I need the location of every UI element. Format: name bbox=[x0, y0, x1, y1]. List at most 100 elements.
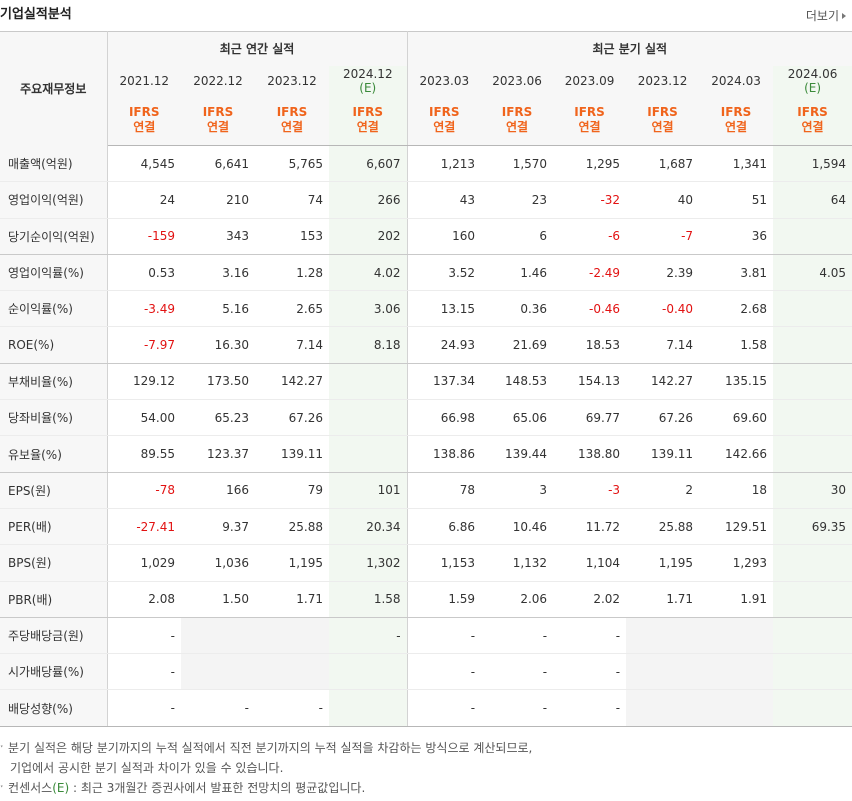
data-cell bbox=[773, 363, 852, 401]
data-cell: 139.11 bbox=[626, 435, 700, 473]
data-cell: 142.27 bbox=[255, 363, 329, 401]
data-cell bbox=[626, 617, 700, 655]
data-cell: 1.71 bbox=[255, 581, 329, 618]
data-cell: -6 bbox=[553, 218, 627, 255]
data-cell: 13.15 bbox=[407, 290, 482, 328]
data-cell: 25.88 bbox=[255, 508, 329, 546]
data-cell: 1.28 bbox=[255, 254, 329, 292]
data-cell: 79 bbox=[255, 472, 329, 509]
data-cell: -27.41 bbox=[107, 508, 181, 546]
more-link-label: 더보기 bbox=[805, 9, 839, 23]
data-cell bbox=[699, 689, 774, 727]
data-cell: 3.81 bbox=[699, 254, 774, 292]
data-cell: 1,213 bbox=[407, 145, 482, 183]
row-label: EPS(원) bbox=[0, 472, 108, 509]
data-cell bbox=[773, 326, 852, 364]
footnotes: ˑ 분기 실적은 해당 분기까지의 누적 실적에서 직전 분기까지의 누적 실적을… bbox=[0, 738, 532, 798]
data-cell: 4.05 bbox=[773, 254, 852, 292]
data-cell bbox=[773, 399, 852, 437]
data-cell: 1,594 bbox=[773, 145, 852, 183]
data-cell: 1.50 bbox=[181, 581, 255, 618]
data-cell: 3 bbox=[481, 472, 554, 509]
data-cell: 1,687 bbox=[626, 145, 700, 183]
data-cell: 166 bbox=[181, 472, 255, 509]
table-row: 순이익률(%) -3.49 5.16 2.65 3.06 13.15 0.36 -0.46 -0… bbox=[0, 290, 852, 328]
data-cell: 210 bbox=[181, 181, 255, 219]
data-cell: 2.68 bbox=[699, 290, 774, 328]
data-cell: 0.53 bbox=[107, 254, 181, 292]
row-label: PBR(배) bbox=[0, 581, 108, 618]
data-cell: 30 bbox=[773, 472, 852, 509]
data-cell: - bbox=[407, 617, 482, 655]
data-cell: - bbox=[553, 689, 627, 727]
data-cell bbox=[773, 218, 852, 255]
data-cell: 154.13 bbox=[553, 363, 627, 401]
data-cell: 3.16 bbox=[181, 254, 255, 292]
chevron-right-icon bbox=[842, 13, 846, 19]
data-cell: 18 bbox=[699, 472, 774, 509]
data-cell bbox=[699, 617, 774, 655]
data-cell: 2.02 bbox=[553, 581, 627, 618]
data-cell: 3.06 bbox=[329, 290, 408, 328]
data-cell: 23 bbox=[481, 181, 554, 219]
data-cell: 89.55 bbox=[107, 435, 181, 473]
data-cell: -3 bbox=[553, 472, 627, 509]
data-cell: 1,153 bbox=[407, 544, 482, 582]
annual-group-header: 최근 연간 실적 bbox=[107, 31, 408, 66]
data-cell: 4.02 bbox=[329, 254, 408, 292]
data-cell: - bbox=[481, 689, 554, 727]
row-label: 주당배당금(원) bbox=[0, 617, 108, 655]
data-cell: 1.58 bbox=[329, 581, 408, 618]
table-row: ROE(%) -7.97 16.30 7.14 8.18 24.93 21.69 18.53 7… bbox=[0, 326, 852, 364]
data-cell: 10.46 bbox=[481, 508, 554, 546]
table-row: 시가배당률(%) - - - - bbox=[0, 653, 852, 691]
table-row: BPS(원) 1,029 1,036 1,195 1,302 1,153 1,132 1,10… bbox=[0, 544, 852, 582]
row-label: 시가배당률(%) bbox=[0, 653, 108, 691]
data-cell: 2 bbox=[626, 472, 700, 509]
data-cell: 1,104 bbox=[553, 544, 627, 582]
data-cell: 1.46 bbox=[481, 254, 554, 292]
data-cell: 129.51 bbox=[699, 508, 774, 546]
data-cell: 0.36 bbox=[481, 290, 554, 328]
data-cell: 1,341 bbox=[699, 145, 774, 183]
data-cell: -78 bbox=[107, 472, 181, 509]
data-cell bbox=[699, 653, 774, 691]
data-cell: 65.06 bbox=[481, 399, 554, 437]
footnote-2: ˑ 컨센서스(E) : 최근 3개월간 증권사에서 발표한 전망치의 평균값입니다… bbox=[0, 781, 366, 795]
row-label: 영업이익(억원) bbox=[0, 181, 108, 219]
data-cell: -3.49 bbox=[107, 290, 181, 328]
data-cell: 69.77 bbox=[553, 399, 627, 437]
data-cell: 9.37 bbox=[181, 508, 255, 546]
row-label: 매출액(억원) bbox=[0, 145, 108, 183]
data-cell: - bbox=[407, 653, 482, 691]
data-cell: 1,293 bbox=[699, 544, 774, 582]
data-cell: 74 bbox=[255, 181, 329, 219]
data-cell bbox=[255, 653, 329, 691]
accounting-standard: IFRS 연결 bbox=[329, 95, 408, 146]
data-cell: 173.50 bbox=[181, 363, 255, 401]
data-cell: 3.52 bbox=[407, 254, 482, 292]
table-row: 주당배당금(원) - - - - - bbox=[0, 617, 852, 655]
period-header: 2023.06 bbox=[481, 65, 554, 96]
data-cell: 139.44 bbox=[481, 435, 554, 473]
data-cell: 67.26 bbox=[255, 399, 329, 437]
data-cell: 69.60 bbox=[699, 399, 774, 437]
data-cell: 6.86 bbox=[407, 508, 482, 546]
data-cell: 4,545 bbox=[107, 145, 181, 183]
more-link[interactable]: 더보기 bbox=[806, 7, 846, 24]
data-cell: 16.30 bbox=[181, 326, 255, 364]
data-cell: 40 bbox=[626, 181, 700, 219]
data-cell: 51 bbox=[699, 181, 774, 219]
quarter-group-header: 최근 분기 실적 bbox=[407, 31, 852, 66]
data-cell: - bbox=[329, 617, 408, 655]
estimate-mark: (E) bbox=[804, 80, 822, 95]
period-header: 2024.03 bbox=[699, 65, 774, 96]
accounting-standard: IFRS 연결 bbox=[107, 95, 181, 146]
data-cell: 142.27 bbox=[626, 363, 700, 401]
data-cell: 64 bbox=[773, 181, 852, 219]
data-cell: 153 bbox=[255, 218, 329, 255]
data-cell: 202 bbox=[329, 218, 408, 255]
data-cell: 1,029 bbox=[107, 544, 181, 582]
data-cell bbox=[181, 653, 255, 691]
data-cell bbox=[329, 435, 408, 473]
